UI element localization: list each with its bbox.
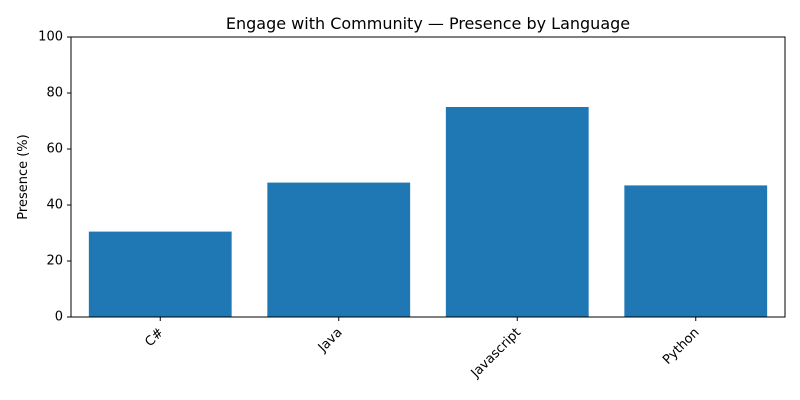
plot-frame — [70, 36, 786, 318]
x-tick-label-0: C# — [142, 325, 167, 350]
bars-group — [88, 107, 768, 317]
bar-0 — [88, 231, 232, 317]
y-tick-label-4: 80 — [46, 86, 63, 101]
y-tick-label-2: 40 — [46, 198, 63, 213]
y-axis-label: Presence (%) — [16, 134, 31, 219]
y-tick-label-0: 0 — [55, 310, 63, 325]
x-tick-label-1: Java — [315, 325, 346, 356]
x-tick-label-3: Python — [660, 325, 702, 367]
y-tick-label-5: 100 — [38, 30, 63, 45]
y-tick-label-1: 20 — [46, 254, 63, 269]
bar-3 — [624, 185, 768, 317]
chart-title: Engage with Community — Presence by Lang… — [226, 14, 630, 33]
x-ticks-group: C# Java Javascript Python — [142, 317, 703, 382]
y-ticks-group: 0 20 40 60 80 100 — [38, 30, 71, 325]
x-tick-label-2: Javascript — [468, 325, 524, 381]
bar-1 — [267, 182, 411, 317]
y-tick-label-3: 60 — [46, 142, 63, 157]
bar-2 — [445, 107, 589, 317]
